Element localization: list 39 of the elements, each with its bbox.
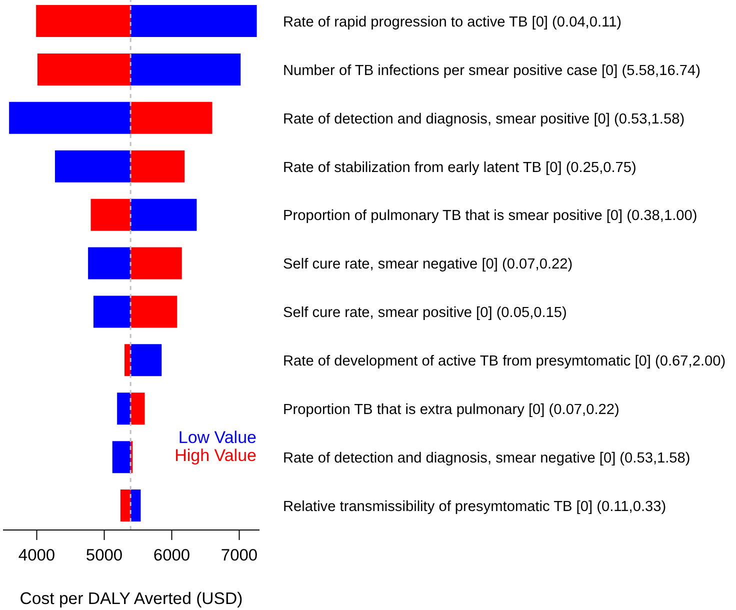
- bar: [130, 150, 185, 182]
- y-tick-label: Self cure rate, smear positive [0] (0.05,0.15): [283, 305, 567, 322]
- bar: [130, 198, 197, 231]
- bar: [112, 441, 131, 474]
- bar: [36, 5, 131, 37]
- bar: [120, 490, 131, 522]
- bar: [90, 198, 131, 231]
- y-tick-label: Proportion of pulmonary TB that is smear positive [0] (0.38,1.00): [283, 208, 698, 224]
- bar: [130, 392, 145, 425]
- bar: [130, 53, 241, 86]
- x-tick-label: 4000: [18, 546, 56, 565]
- x-axis-title: Cost per DALY Averted (USD): [20, 589, 243, 608]
- bar: [88, 247, 131, 280]
- y-tick-label: Rate of stabilization from early latent TB [0] (0.25,0.75): [283, 160, 636, 176]
- y-tick-label: Self cure rate, smear negative [0] (0.07,0.22): [283, 256, 573, 273]
- y-tick-label: Rate of rapid progression to active TB [0] (0.04,0.11): [283, 14, 622, 30]
- bar: [130, 102, 212, 134]
- bar: [130, 296, 178, 328]
- bar: [130, 247, 182, 280]
- bar: [130, 344, 162, 376]
- bar: [9, 102, 131, 134]
- y-tick-label: Number of TB infections per smear positive case [0] (5.58,16.74): [283, 62, 700, 79]
- bar: [130, 5, 257, 37]
- bar: [37, 53, 131, 86]
- y-tick-label: Rate of development of active TB from presymtomatic [0] (0.67,2.00): [283, 354, 726, 370]
- y-tick-label: Proportion TB that is extra pulmonary [0] (0.07,0.22): [283, 402, 620, 418]
- x-tick-label: 5000: [86, 546, 123, 565]
- x-tick-label: 7000: [220, 546, 258, 565]
- x-tick-label: 6000: [153, 546, 190, 565]
- bar: [54, 150, 131, 182]
- bar: [130, 490, 141, 522]
- bar: [124, 344, 131, 376]
- bar: [93, 296, 131, 328]
- text: High Value: [174, 446, 256, 465]
- y-tick-label: Rate of detection and diagnosis, smear negative [0] (0.53,1.58): [283, 450, 690, 466]
- y-tick-label: Relative transmissibility of presymtomatic TB [0] (0.11,0.33): [283, 498, 666, 515]
- y-tick-label: Rate of detection and diagnosis, smear positive [0] (0.53,1.58): [283, 111, 685, 128]
- bar: [117, 392, 131, 425]
- text: Low Value: [177, 428, 256, 447]
